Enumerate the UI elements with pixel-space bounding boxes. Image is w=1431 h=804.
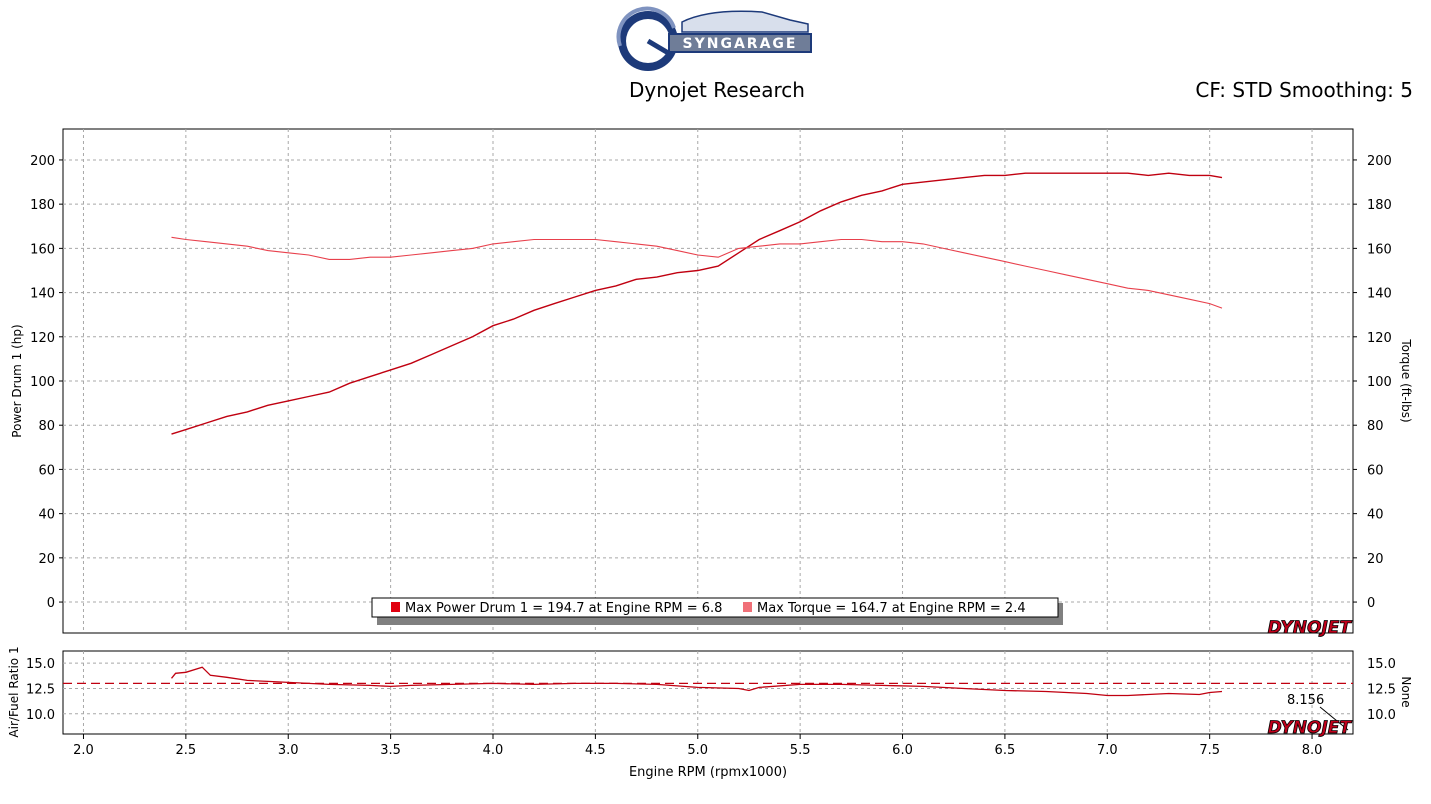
power-tick-label-9: 180 bbox=[30, 198, 55, 213]
power-series-line bbox=[171, 172, 1223, 435]
power-axis-ticks: 0 20 40 60 80 100 120 140 160 180 200 bbox=[30, 154, 63, 611]
x-tick-label-12: 8.0 bbox=[1302, 743, 1323, 758]
power-tick-label-1: 20 bbox=[38, 552, 55, 567]
power-tick-label-10: 200 bbox=[30, 154, 55, 169]
afr-plot-frame bbox=[62, 650, 1354, 735]
torque-tick-label-1: 20 bbox=[1367, 552, 1384, 567]
torque-tick-label-9: 180 bbox=[1367, 198, 1392, 213]
none-tick-label-1: 12.5 bbox=[1367, 682, 1396, 697]
x-tick-label-0: 2.0 bbox=[73, 743, 94, 758]
afr-grid bbox=[63, 651, 1353, 734]
rpm-axis-label: Engine RPM (rpmx1000) bbox=[629, 765, 787, 780]
power-tick-label-5: 100 bbox=[30, 375, 55, 390]
torque-tick-label-2: 40 bbox=[1367, 508, 1384, 523]
none-axis-label: None bbox=[1399, 676, 1413, 707]
torque-tick-label-4: 80 bbox=[1367, 419, 1384, 434]
torque-series-line bbox=[171, 236, 1223, 309]
x-tick-label-1: 2.5 bbox=[176, 743, 197, 758]
x-tick-label-3: 3.5 bbox=[380, 743, 401, 758]
none-tick-label-2: 15.0 bbox=[1367, 657, 1396, 672]
power-tick-label-8: 160 bbox=[30, 242, 55, 257]
x-tick-label-10: 7.0 bbox=[1097, 743, 1118, 758]
legend-power-swatch bbox=[391, 602, 400, 612]
none-axis-ticks: 10.0 12.5 15.0 bbox=[1367, 657, 1396, 723]
legend-torque-swatch bbox=[743, 602, 752, 612]
afr-annotation: 8.156 bbox=[1287, 693, 1324, 708]
torque-axis-label: Torque (ft-lbs) bbox=[1399, 338, 1413, 422]
dynojet-watermark-main: DYNOJET bbox=[1268, 618, 1353, 638]
afr-tick-label-0: 10.0 bbox=[26, 708, 55, 723]
legend-torque-label: Max Torque = 164.7 at Engine RPM = 2.4 bbox=[757, 601, 1026, 616]
legend: Max Power Drum 1 = 194.7 at Engine RPM =… bbox=[371, 597, 1063, 625]
power-tick-label-0: 0 bbox=[47, 596, 55, 611]
afr-series-line bbox=[170, 666, 1223, 697]
chart-title: Dynojet Research bbox=[629, 78, 805, 102]
x-tick-label-6: 5.0 bbox=[687, 743, 708, 758]
power-tick-label-7: 140 bbox=[30, 287, 55, 302]
syngarage-logo: SYNGARAGE bbox=[616, 6, 812, 71]
dynojet-watermark-afr: DYNOJET bbox=[1268, 718, 1353, 738]
torque-tick-label-10: 200 bbox=[1367, 154, 1392, 169]
x-tick-label-4: 4.0 bbox=[483, 743, 504, 758]
torque-tick-label-6: 120 bbox=[1367, 331, 1392, 346]
power-tick-label-6: 120 bbox=[30, 331, 55, 346]
rpm-axis-ticks: 2.0 2.5 3.0 3.5 4.0 4.5 5.0 5.5 6.0 6.5 7.0 7.5 8.0 bbox=[73, 734, 1322, 758]
torque-tick-label-8: 160 bbox=[1367, 242, 1392, 257]
x-tick-label-11: 7.5 bbox=[1199, 743, 1220, 758]
torque-tick-label-3: 60 bbox=[1367, 463, 1384, 478]
torque-axis-ticks: 0 20 40 60 80 100 120 140 160 180 200 bbox=[1353, 154, 1392, 611]
afr-axis-label: Air/Fuel Ratio 1 bbox=[7, 646, 21, 737]
torque-tick-label-7: 140 bbox=[1367, 287, 1392, 302]
afr-axis-ticks: 10.0 12.5 15.0 bbox=[26, 657, 55, 723]
settings-label: CF: STD Smoothing: 5 bbox=[1195, 78, 1413, 102]
afr-tick-label-2: 15.0 bbox=[26, 657, 55, 672]
torque-tick-label-5: 100 bbox=[1367, 375, 1392, 390]
afr-annotation-leader bbox=[1319, 706, 1349, 731]
power-tick-label-2: 40 bbox=[38, 508, 55, 523]
x-tick-label-9: 6.5 bbox=[995, 743, 1016, 758]
legend-power-label: Max Power Drum 1 = 194.7 at Engine RPM =… bbox=[405, 601, 722, 616]
none-tick-label-0: 10.0 bbox=[1367, 708, 1396, 723]
x-tick-label-7: 5.5 bbox=[790, 743, 811, 758]
x-tick-label-2: 3.0 bbox=[278, 743, 299, 758]
x-tick-label-5: 4.5 bbox=[585, 743, 606, 758]
power-tick-label-3: 60 bbox=[38, 463, 55, 478]
afr-tick-label-1: 12.5 bbox=[26, 682, 55, 697]
torque-tick-label-0: 0 bbox=[1367, 596, 1375, 611]
x-tick-label-8: 6.0 bbox=[892, 743, 913, 758]
logo-text: SYNGARAGE bbox=[683, 36, 798, 52]
power-tick-label-4: 80 bbox=[38, 419, 55, 434]
power-axis-label: Power Drum 1 (hp) bbox=[10, 324, 24, 437]
